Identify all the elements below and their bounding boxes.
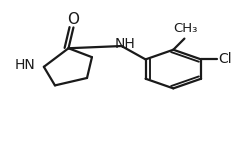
Text: Cl: Cl — [218, 52, 232, 66]
Text: HN: HN — [15, 58, 36, 72]
Text: CH₃: CH₃ — [173, 22, 198, 35]
Text: O: O — [67, 12, 79, 27]
Text: NH: NH — [114, 37, 135, 51]
